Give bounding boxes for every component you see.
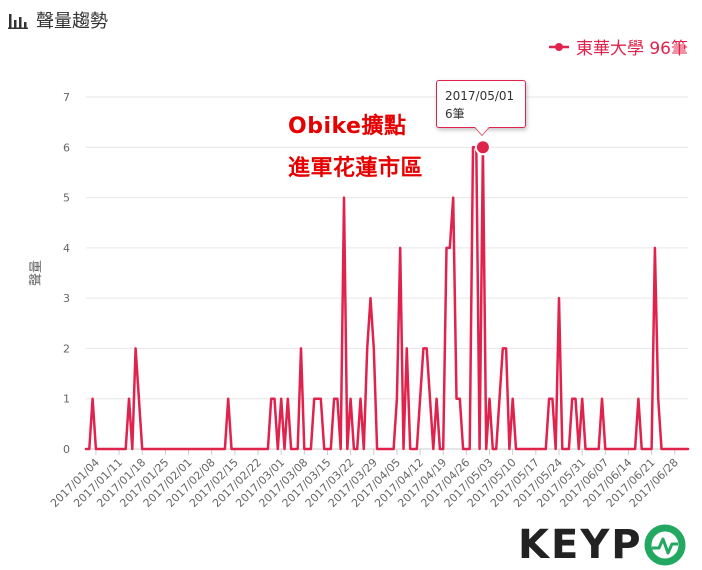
tooltip-date: 2017/05/01: [445, 89, 515, 103]
legend-label: 東華大學 96筆: [575, 39, 688, 59]
y-tick-label: 4: [63, 242, 70, 255]
y-tick-label: 0: [63, 443, 70, 456]
y-tick-label: 7: [63, 91, 70, 104]
annotation-line-1: Obike擴點: [288, 114, 407, 139]
annotation-line-2: 進軍花蓮市區: [288, 156, 424, 181]
y-tick-label: 5: [63, 192, 70, 205]
y-tick-label: 6: [63, 141, 70, 154]
legend-line-icon: [548, 42, 569, 51]
chart-title: 聲量趨勢: [36, 11, 108, 32]
logo-text: KEYP: [518, 522, 643, 568]
series-line-東華大學: [84, 146, 690, 451]
keypo-logo: KEYP: [518, 522, 687, 568]
bar-chart-icon: [8, 14, 28, 29]
tooltip-value: 6筆: [445, 107, 465, 121]
y-tick-label: 1: [63, 393, 70, 406]
legend-item[interactable]: 東華大學 96筆: [548, 34, 688, 59]
y-tick-label: 2: [63, 342, 70, 355]
y-axis-label: 聲量: [28, 260, 44, 286]
tooltip-arrow-inner: [475, 127, 489, 135]
logo-o-icon: [644, 524, 686, 566]
data-tooltip: 2017/05/01 6筆: [436, 80, 526, 128]
highlight-point: [474, 139, 491, 156]
chart-header: 聲量趨勢: [8, 6, 108, 34]
y-tick-label: 3: [63, 292, 70, 305]
